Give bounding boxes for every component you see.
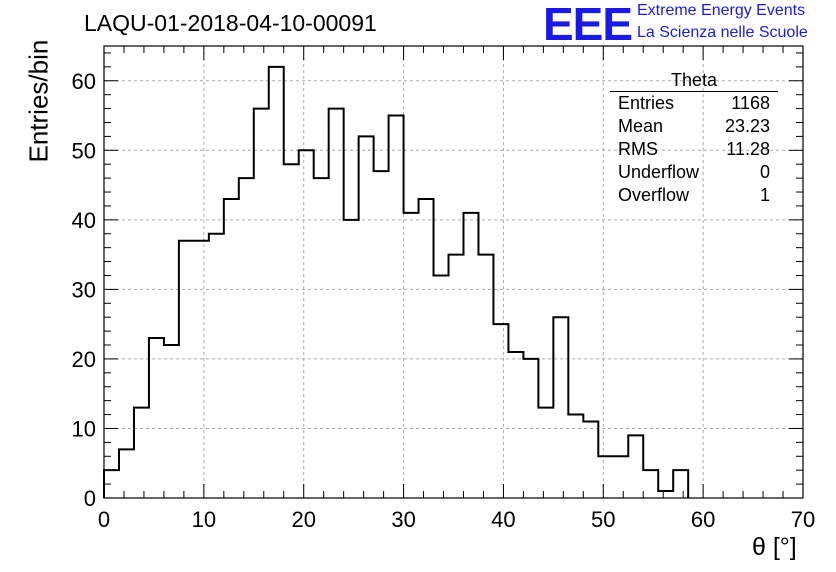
y-tick-label: 60 <box>72 69 96 94</box>
histogram-bin <box>314 178 329 498</box>
histogram-bin <box>164 345 179 498</box>
branding-line-2: La Scienza nelle Scuole <box>637 24 808 41</box>
stats-row-underflow: Underflow 0 <box>610 161 778 184</box>
histogram-bin <box>568 415 583 498</box>
x-tick-label: 0 <box>98 507 110 532</box>
histogram-bin <box>673 470 688 498</box>
y-tick-label: 20 <box>72 347 96 372</box>
histogram-bin <box>194 241 209 498</box>
histogram-bin <box>329 109 344 498</box>
histogram-bin <box>658 491 673 498</box>
histogram-bin <box>628 435 643 498</box>
stats-row-rms: RMS 11.28 <box>610 138 778 161</box>
histogram-bin <box>613 456 628 498</box>
stats-label: Underflow <box>618 162 700 182</box>
x-tick-label: 20 <box>291 507 315 532</box>
histogram-bin <box>179 241 194 498</box>
histogram-bin <box>598 456 613 498</box>
stats-value: 23.23 <box>724 116 770 136</box>
stats-value: 0 <box>759 162 770 182</box>
x-tick-label: 50 <box>591 507 615 532</box>
x-tick-label: 40 <box>491 507 515 532</box>
stats-label: Overflow <box>618 185 690 205</box>
histogram-bin <box>269 67 284 498</box>
histogram-bin <box>404 213 419 498</box>
stats-label: Entries <box>618 93 675 113</box>
histogram-bin <box>434 275 449 498</box>
histogram-bin <box>643 470 658 498</box>
histogram-bin <box>359 136 374 498</box>
stats-label: Mean <box>618 116 664 136</box>
stats-row-overflow: Overflow 1 <box>610 184 778 207</box>
x-axis-label: θ [°] <box>752 533 797 561</box>
histogram-bin <box>419 199 434 498</box>
histogram-bin <box>583 422 598 498</box>
histogram-bin <box>209 234 224 498</box>
histogram-bin <box>538 408 553 498</box>
y-tick-label: 40 <box>72 208 96 233</box>
histogram-bin <box>239 178 254 498</box>
stats-value: 1168 <box>731 93 770 113</box>
histogram-bin <box>508 352 523 498</box>
histogram-bin <box>284 164 299 498</box>
y-tick-label: 0 <box>84 486 96 511</box>
stats-box-title: Theta <box>610 70 778 92</box>
plot-frame <box>103 45 804 499</box>
eee-logo: EEE <box>543 0 633 50</box>
y-tick-label: 30 <box>72 277 96 302</box>
stats-row-entries: Entries 1168 <box>610 92 778 115</box>
stats-box: Theta Entries 1168 Mean 23.23 RMS 11.28 … <box>610 70 778 207</box>
histogram-bin <box>254 109 269 498</box>
x-tick-label: 60 <box>691 507 715 532</box>
histogram-bin <box>119 449 134 498</box>
histogram-bin <box>478 255 493 498</box>
x-tick-label: 10 <box>192 507 216 532</box>
histogram-bin <box>134 408 149 498</box>
y-axis-label: Entries/bin <box>23 39 54 163</box>
histogram-outline <box>103 65 690 498</box>
histogram-bin <box>493 324 508 498</box>
chart-title: LAQU-01-2018-04-10-00091 <box>84 10 377 36</box>
x-tick-label: 30 <box>391 507 415 532</box>
histogram-bin <box>149 338 164 498</box>
histogram-bin <box>389 116 404 498</box>
histogram-bin <box>553 317 568 498</box>
histogram-bin <box>449 255 464 498</box>
stats-value: 1 <box>759 185 770 205</box>
stats-row-mean: Mean 23.23 <box>610 115 778 138</box>
stats-value: 11.28 <box>726 139 770 159</box>
histogram-bin <box>224 199 239 498</box>
x-tick-label: 70 <box>791 507 815 532</box>
y-tick-label: 10 <box>72 416 96 441</box>
histogram-bin <box>463 213 478 498</box>
y-tick-label: 50 <box>72 138 96 163</box>
histogram-bin <box>299 150 314 498</box>
stats-label: RMS <box>618 139 658 159</box>
branding-line-1: Extreme Energy Events <box>637 2 806 19</box>
